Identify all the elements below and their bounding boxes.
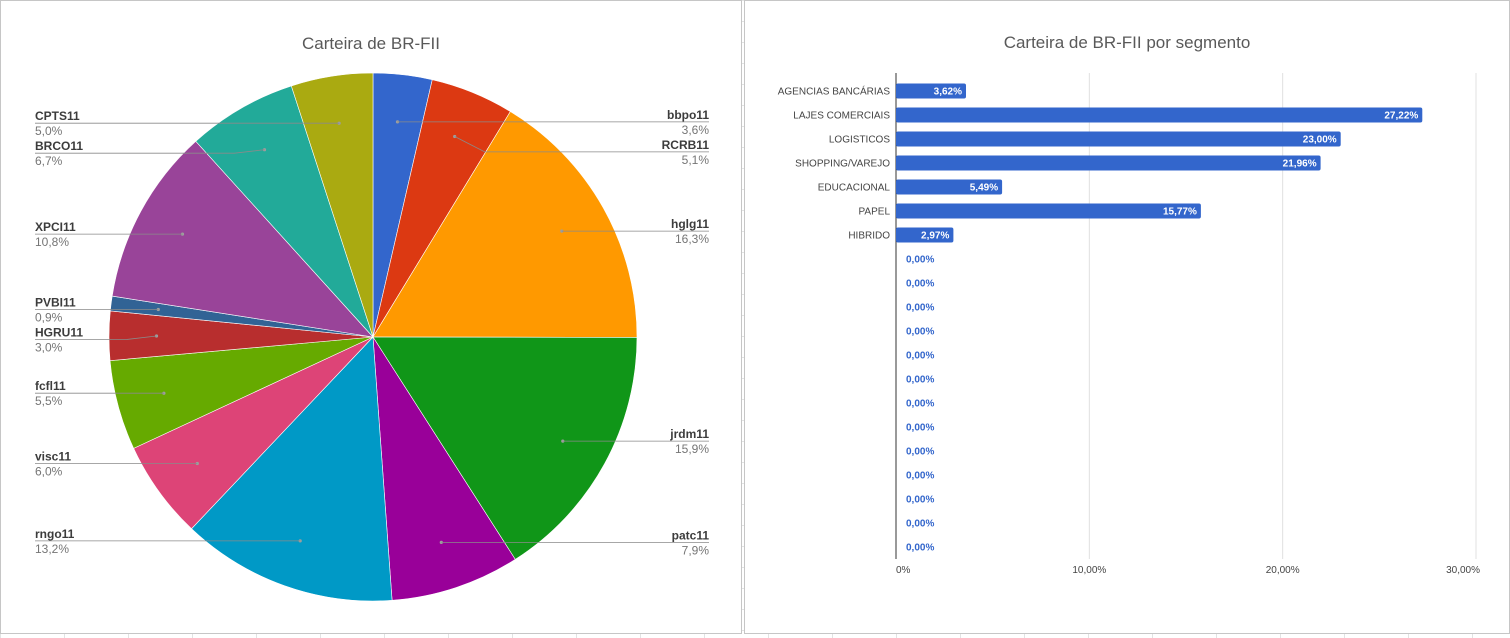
pie-label-percent: 5,1% (682, 153, 710, 167)
pie-label-percent: 0,9% (35, 311, 63, 325)
bar-agencias-banc-rias[interactable] (896, 83, 966, 99)
bar-value-label: 0,00% (906, 543, 934, 554)
pie-label-name: rngo11 (35, 527, 75, 541)
bar-value-label: 3,62% (934, 87, 962, 98)
pie-label-name: hglg11 (671, 217, 709, 231)
y-category-label: SHOPPING/VAREJO (795, 159, 890, 170)
pie-slices (108, 72, 638, 602)
pie-label-name: XPCI11 (35, 220, 76, 234)
pie-leader-line (35, 149, 265, 154)
bar-gridlines: 0% 10,00% 20,00% 30,00% (895, 73, 1480, 576)
pie-label-name: RCRB11 (662, 138, 710, 152)
pie-label-name: bbpo11 (667, 108, 709, 122)
pie-chart-card[interactable]: Carteira de BR-FII bbpo11 3,6% RCRB11 5,1% h… (0, 0, 742, 634)
pie-slice-xpci11[interactable] (111, 140, 374, 338)
pie-leader-line (35, 335, 157, 340)
bar-chart-card[interactable]: Carteira de BR-FII por segmento 0% 10,00%… (744, 0, 1510, 634)
bar-value-label: 0,00% (906, 375, 934, 386)
bar-educacional[interactable] (896, 179, 1003, 195)
bar-value-label: 0,00% (906, 447, 934, 458)
pie-slice-rngo11[interactable] (191, 336, 393, 602)
bar-value-label: 0,00% (906, 471, 934, 482)
bar-value-label: 15,77% (1163, 207, 1197, 218)
pie-slice-brco11[interactable] (195, 85, 374, 338)
y-category-label: LAJES COMERCIAIS (793, 111, 890, 122)
bar-value-label: 0,00% (906, 351, 934, 362)
pie-label-name: visc11 (35, 450, 71, 464)
pie-label-percent: 6,7% (35, 154, 63, 168)
bar-value-label: 0,00% (906, 303, 934, 314)
bar-value-label: 2,97% (921, 231, 949, 242)
pie-label-percent: 13,2% (35, 542, 69, 556)
pie-leader-line (454, 136, 709, 153)
pie-label-percent: 7,9% (682, 543, 710, 557)
pie-chart-title: Carteira de BR-FII (302, 34, 440, 53)
y-category-label: PAPEL (859, 207, 891, 218)
pie-label-percent: 16,3% (675, 232, 709, 246)
pie-leader-dot (262, 148, 267, 152)
pie-label-name: jrdm11 (669, 427, 709, 441)
x-tick-label: 20,00% (1266, 565, 1300, 576)
bar-value-label: 5,49% (970, 183, 998, 194)
bar-value-label: 0,00% (906, 495, 934, 506)
bar-chart: Carteira de BR-FII por segmento 0% 10,00%… (778, 33, 1480, 576)
y-category-label: AGENCIAS BANCÁRIAS (778, 85, 891, 98)
bar-value-label: 0,00% (906, 399, 934, 410)
x-tick-label: 0% (896, 565, 911, 576)
bar-value-label: 21,96% (1283, 159, 1317, 170)
bar-shopping-varejo[interactable] (896, 155, 1321, 171)
pie-label-percent: 15,9% (675, 442, 709, 456)
y-category-label: HIBRIDO (848, 231, 890, 242)
pie-slice-hglg11[interactable] (372, 111, 638, 338)
bar-value-label: 27,22% (1384, 111, 1418, 122)
pie-label-name: HGRU11 (35, 326, 83, 340)
bar-value-label: 0,00% (906, 423, 934, 434)
bar-chart-title: Carteira de BR-FII por segmento (1004, 33, 1251, 52)
pie-label-percent: 10,8% (35, 235, 69, 249)
bars: AGENCIAS BANCÁRIAS 3,62% LAJES COMERCIAIS 2… (778, 83, 1423, 554)
pie-label-name: fcfl11 (35, 379, 66, 393)
x-tick-label: 30,00% (1446, 565, 1480, 576)
bar-hibrido[interactable] (896, 227, 954, 243)
pie-label-name: patc11 (672, 528, 710, 542)
y-category-label: LOGISTICOS (829, 135, 890, 146)
pie-slice-patc11[interactable] (372, 336, 516, 601)
pie-label-name: BRCO11 (35, 139, 83, 153)
pie-label-percent: 3,6% (682, 123, 710, 137)
bar-value-label: 0,00% (906, 327, 934, 338)
y-category-label: EDUCACIONAL (818, 183, 891, 194)
pie-label-percent: 3,0% (35, 341, 63, 355)
bar-papel[interactable] (896, 203, 1201, 219)
pie-label-name: PVBI11 (35, 296, 76, 310)
bar-value-label: 0,00% (906, 279, 934, 290)
bar-value-label: 23,00% (1303, 135, 1337, 146)
bar-value-label: 0,00% (906, 255, 934, 266)
pie-label-name: CPTS11 (35, 109, 80, 123)
bar-lajes-comerciais[interactable] (896, 107, 1423, 123)
x-tick-label: 10,00% (1072, 565, 1106, 576)
pie-slice-jrdm11[interactable] (372, 336, 638, 560)
bar-value-label: 0,00% (906, 519, 934, 530)
pie-label-percent: 6,0% (35, 465, 63, 479)
pie-label-percent: 5,5% (35, 394, 63, 408)
pie-slice-cpts11[interactable] (290, 72, 374, 338)
bar-logisticos[interactable] (896, 131, 1341, 147)
pie-label-percent: 5,0% (35, 124, 63, 138)
